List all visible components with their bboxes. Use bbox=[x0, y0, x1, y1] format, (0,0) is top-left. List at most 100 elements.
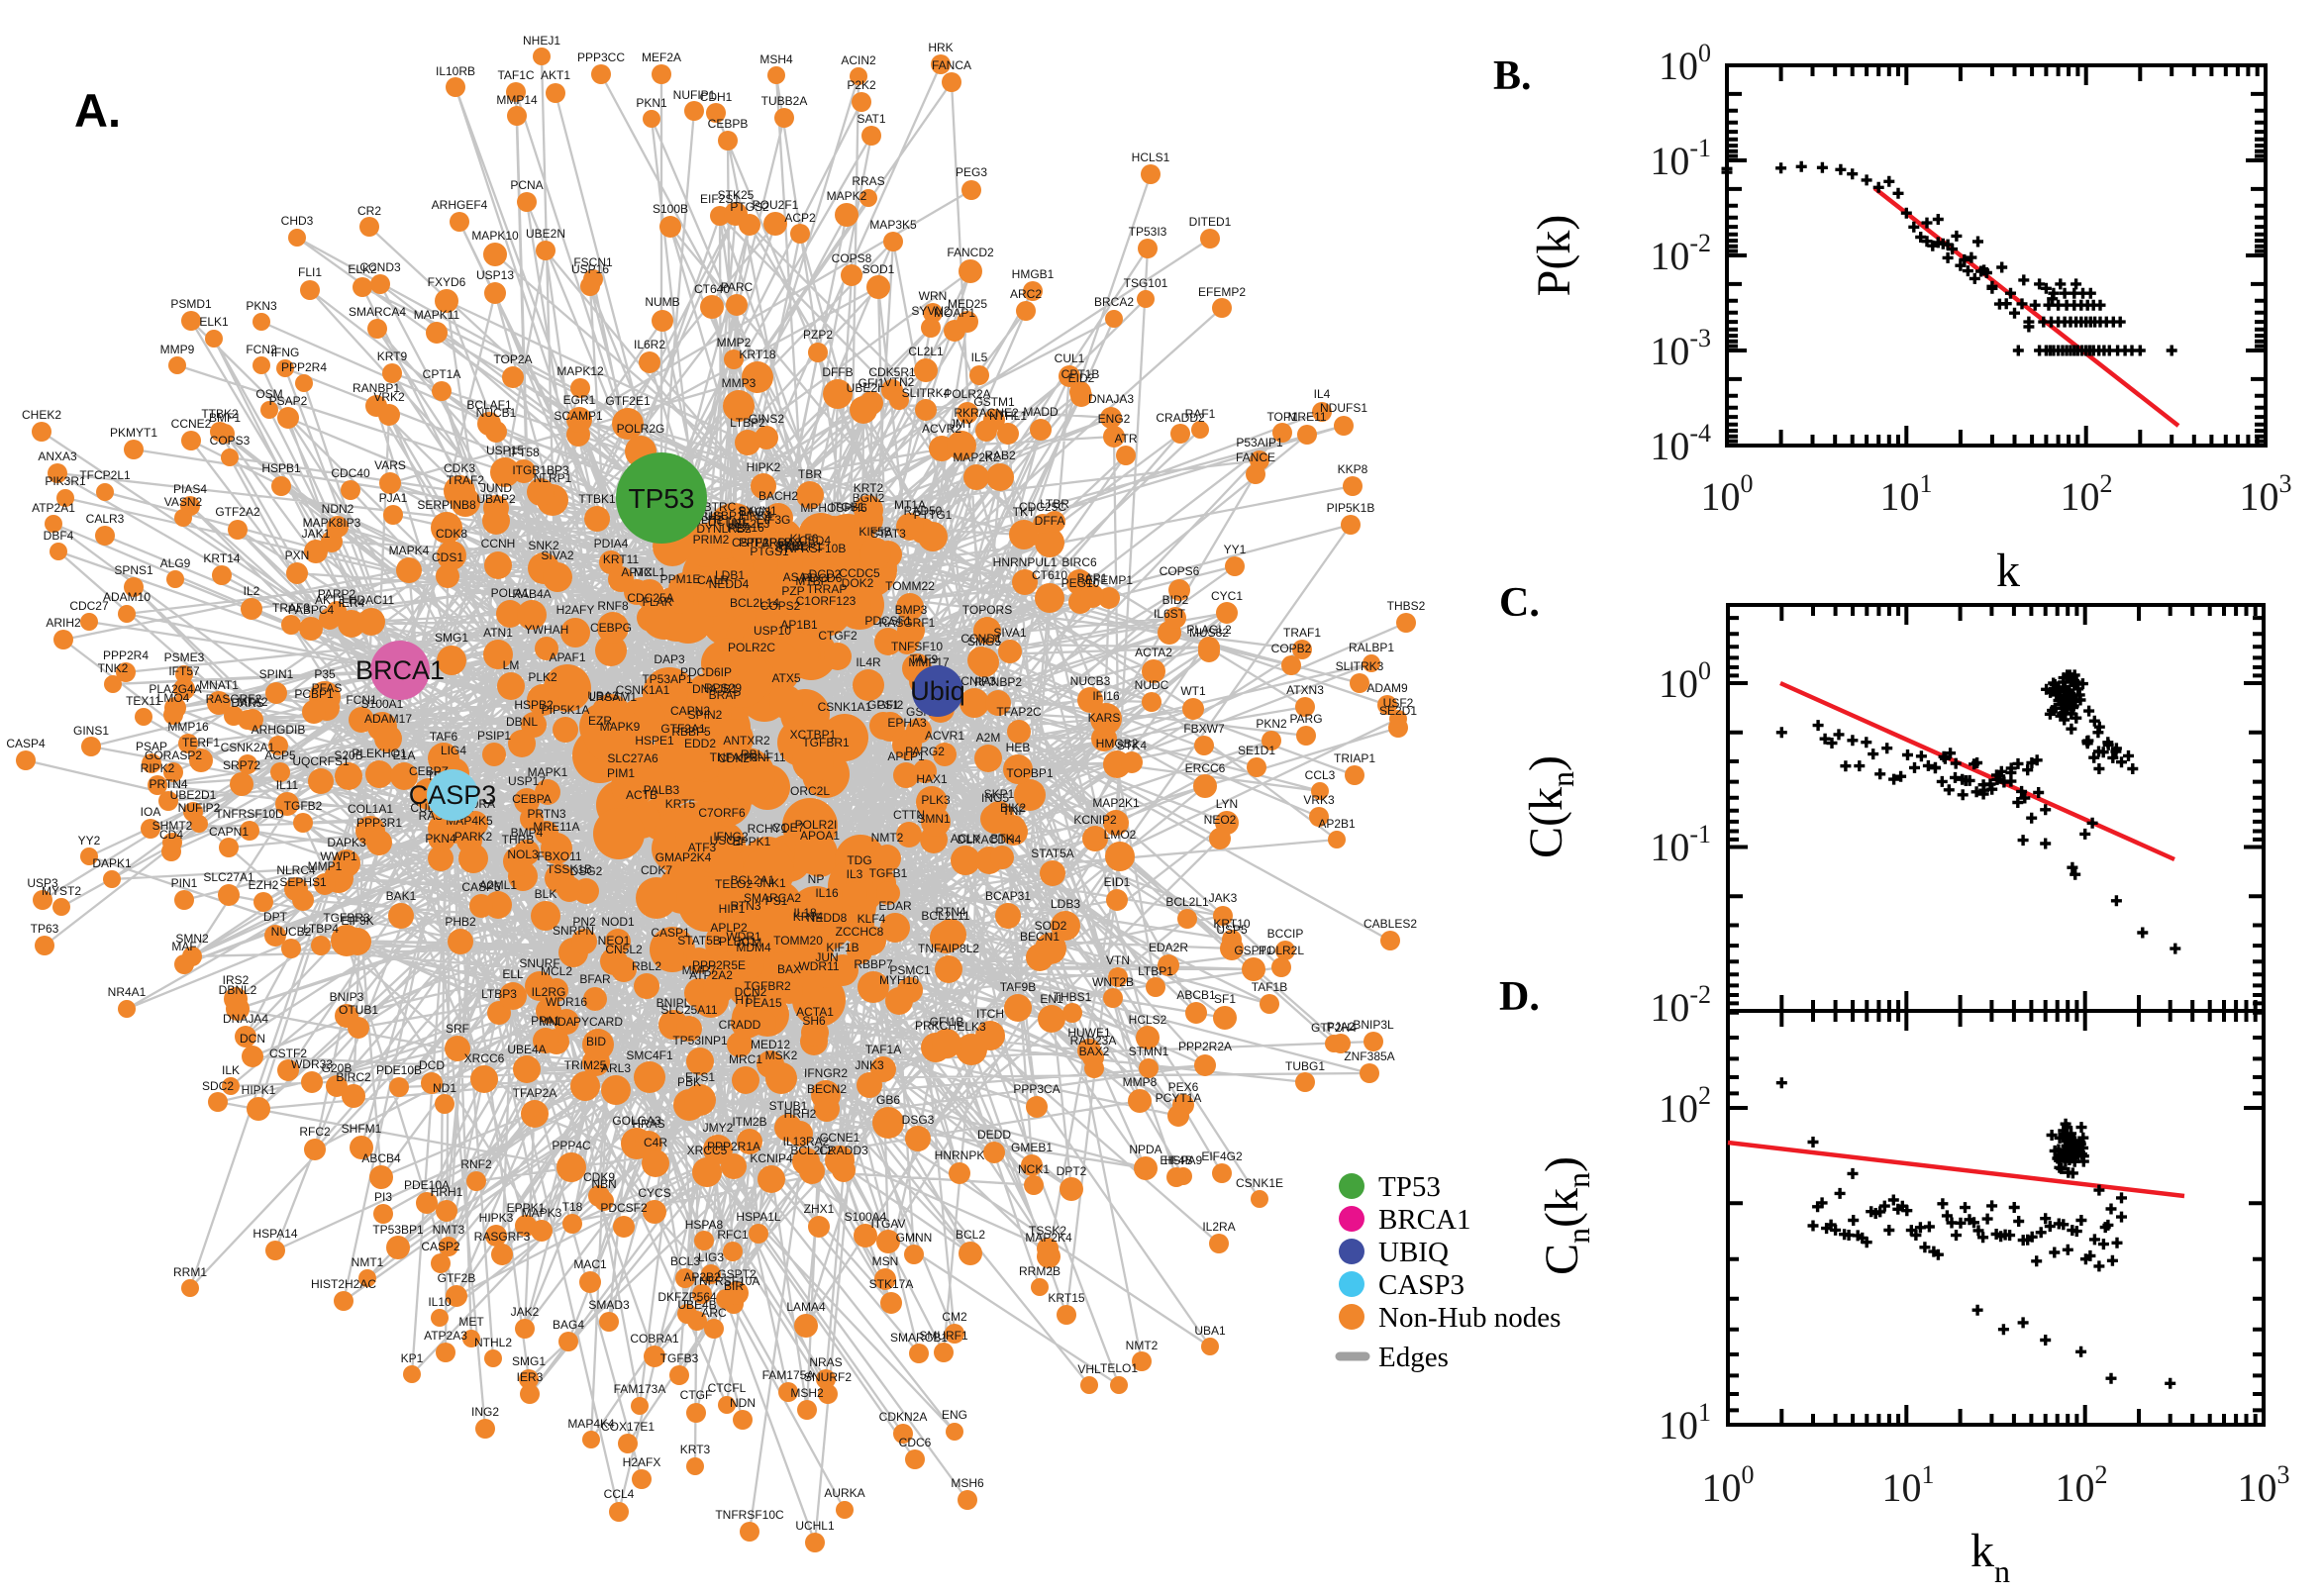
svg-text:IFNG: IFNG bbox=[271, 346, 300, 359]
svg-text:TGFB1: TGFB1 bbox=[869, 866, 908, 880]
svg-text:POLA1: POLA1 bbox=[491, 586, 530, 600]
svg-text:PIN1: PIN1 bbox=[171, 876, 198, 890]
svg-text:BLK: BLK bbox=[535, 887, 557, 901]
svg-text:EDAR: EDAR bbox=[878, 899, 912, 913]
svg-text:MAPK9: MAPK9 bbox=[600, 720, 641, 734]
svg-text:NTHL1: NTHL1 bbox=[989, 409, 1027, 423]
svg-text:STUB1: STUB1 bbox=[769, 1099, 808, 1113]
svg-text:GINS2: GINS2 bbox=[749, 412, 784, 426]
svg-text:HTT: HTT bbox=[735, 993, 758, 1007]
svg-text:ENG2: ENG2 bbox=[1098, 412, 1131, 426]
svg-text:TGFBR3: TGFBR3 bbox=[323, 911, 370, 925]
svg-text:LIG4: LIG4 bbox=[441, 744, 466, 757]
svg-text:BTK: BTK bbox=[990, 832, 1013, 846]
svg-text:AURKA: AURKA bbox=[824, 1486, 864, 1500]
svg-text:IFNGR2: IFNGR2 bbox=[804, 1066, 848, 1080]
svg-text:IL3: IL3 bbox=[847, 867, 863, 881]
svg-text:MMP2: MMP2 bbox=[717, 336, 752, 349]
svg-text:PHB2: PHB2 bbox=[445, 915, 476, 929]
svg-text:CCDC5: CCDC5 bbox=[839, 566, 880, 580]
svg-text:TELO1: TELO1 bbox=[1100, 1361, 1138, 1375]
svg-text:MOAP1: MOAP1 bbox=[934, 306, 975, 320]
svg-text:IL4: IL4 bbox=[1314, 387, 1331, 401]
svg-text:ERCC6: ERCC6 bbox=[1185, 761, 1226, 775]
svg-text:APOA2: APOA2 bbox=[761, 536, 801, 549]
svg-text:ABCB4: ABCB4 bbox=[361, 1151, 401, 1165]
svg-text:MAPK10: MAPK10 bbox=[471, 229, 519, 243]
svg-text:VARS: VARS bbox=[374, 458, 406, 472]
svg-text:ARL3: ARL3 bbox=[601, 1061, 631, 1075]
svg-text:CASP3: CASP3 bbox=[409, 780, 497, 810]
svg-text:IL16: IL16 bbox=[815, 886, 839, 900]
svg-text:ILK: ILK bbox=[222, 1063, 240, 1077]
svg-text:CALR3: CALR3 bbox=[86, 512, 125, 526]
svg-text:COL1A1: COL1A1 bbox=[348, 802, 393, 816]
svg-text:OTUB1: OTUB1 bbox=[339, 1003, 378, 1017]
svg-text:UBE4B: UBE4B bbox=[677, 1298, 716, 1312]
svg-text:ITGB1BP3: ITGB1BP3 bbox=[512, 463, 569, 477]
svg-text:CASP1: CASP1 bbox=[651, 926, 690, 940]
svg-text:IL2RA: IL2RA bbox=[1202, 1220, 1235, 1234]
svg-text:HNRNPK: HNRNPK bbox=[935, 1148, 985, 1162]
svg-text:TOP1: TOP1 bbox=[1266, 410, 1297, 424]
svg-text:BCL3: BCL3 bbox=[670, 1254, 700, 1268]
svg-text:HNRNPUL1: HNRNPUL1 bbox=[993, 555, 1058, 569]
svg-text:RANBP2: RANBP2 bbox=[974, 675, 1022, 689]
svg-text:TGFBR1: TGFBR1 bbox=[802, 736, 850, 749]
svg-text:EIF4B: EIF4B bbox=[1160, 1153, 1192, 1167]
svg-text:MAPK12: MAPK12 bbox=[556, 364, 604, 378]
svg-text:TFCP2L1: TFCP2L1 bbox=[79, 468, 131, 482]
svg-text:CALR: CALR bbox=[697, 573, 729, 587]
svg-text:POLR2I: POLR2I bbox=[795, 818, 838, 832]
svg-text:XRCC5: XRCC5 bbox=[687, 1144, 728, 1157]
svg-text:PZP2: PZP2 bbox=[803, 328, 833, 342]
svg-text:PCYT1A: PCYT1A bbox=[1156, 1091, 1202, 1105]
svg-text:CCL4: CCL4 bbox=[604, 1487, 635, 1501]
svg-text:PRTN3: PRTN3 bbox=[527, 807, 565, 821]
svg-text:ATX5: ATX5 bbox=[771, 671, 800, 685]
svg-text:STMN1: STMN1 bbox=[1129, 1045, 1169, 1058]
svg-text:DBNL: DBNL bbox=[506, 715, 538, 729]
svg-text:TRAF1: TRAF1 bbox=[1283, 626, 1321, 640]
svg-text:LIG3: LIG3 bbox=[698, 1250, 724, 1264]
svg-text:C1ORF123: C1ORF123 bbox=[796, 594, 857, 608]
svg-text:CDK3: CDK3 bbox=[444, 461, 475, 475]
svg-text:SLC25A11: SLC25A11 bbox=[660, 1003, 717, 1017]
svg-text:JAK1: JAK1 bbox=[302, 527, 331, 541]
svg-text:CTTN: CTTN bbox=[893, 808, 925, 822]
svg-text:THBS1: THBS1 bbox=[1054, 990, 1092, 1004]
svg-text:COPS2: COPS2 bbox=[760, 599, 801, 613]
svg-text:TNFAIP8: TNFAIP8 bbox=[710, 750, 758, 764]
svg-text:BCL2L11: BCL2L11 bbox=[921, 909, 969, 923]
svg-text:DBF4: DBF4 bbox=[44, 529, 74, 543]
svg-text:PTGS2: PTGS2 bbox=[730, 200, 769, 214]
svg-text:TOMM22: TOMM22 bbox=[885, 579, 935, 593]
svg-text:TOPBP1: TOPBP1 bbox=[1006, 766, 1053, 780]
svg-text:BMP4: BMP4 bbox=[511, 826, 544, 840]
svg-text:CPT1B: CPT1B bbox=[1061, 367, 1100, 381]
svg-text:C.: C. bbox=[1499, 580, 1540, 626]
svg-text:TAF9: TAF9 bbox=[910, 652, 939, 666]
svg-text:POU2F1: POU2F1 bbox=[753, 198, 799, 212]
svg-text:CHD3: CHD3 bbox=[281, 214, 314, 228]
svg-text:BECN1: BECN1 bbox=[1020, 930, 1060, 944]
svg-text:PIP5K1B: PIP5K1B bbox=[1327, 501, 1375, 515]
svg-text:100: 100 bbox=[1701, 469, 1754, 519]
svg-text:PABPC4: PABPC4 bbox=[288, 603, 335, 617]
svg-text:TFAP2C: TFAP2C bbox=[996, 705, 1042, 719]
svg-text:CDK5R1: CDK5R1 bbox=[868, 365, 916, 379]
svg-text:CCNH: CCNH bbox=[481, 537, 516, 550]
svg-text:KRT14: KRT14 bbox=[203, 551, 240, 565]
svg-text:CRADD3: CRADD3 bbox=[819, 1144, 868, 1157]
svg-text:HMGB2: HMGB2 bbox=[1096, 737, 1139, 750]
svg-text:FBXO11: FBXO11 bbox=[537, 849, 581, 863]
svg-text:MAPK3: MAPK3 bbox=[522, 1206, 562, 1220]
svg-text:TP53BP1: TP53BP1 bbox=[372, 1223, 424, 1237]
svg-text:DNAJA3: DNAJA3 bbox=[1088, 392, 1134, 406]
svg-text:ARC2: ARC2 bbox=[1010, 287, 1042, 301]
svg-text:ADAM9: ADAM9 bbox=[1366, 681, 1408, 695]
svg-text:RNF2: RNF2 bbox=[460, 1157, 492, 1171]
svg-text:ATP2A2: ATP2A2 bbox=[689, 968, 733, 982]
svg-text:STK25: STK25 bbox=[718, 188, 755, 202]
svg-text:APTX: APTX bbox=[621, 565, 652, 579]
